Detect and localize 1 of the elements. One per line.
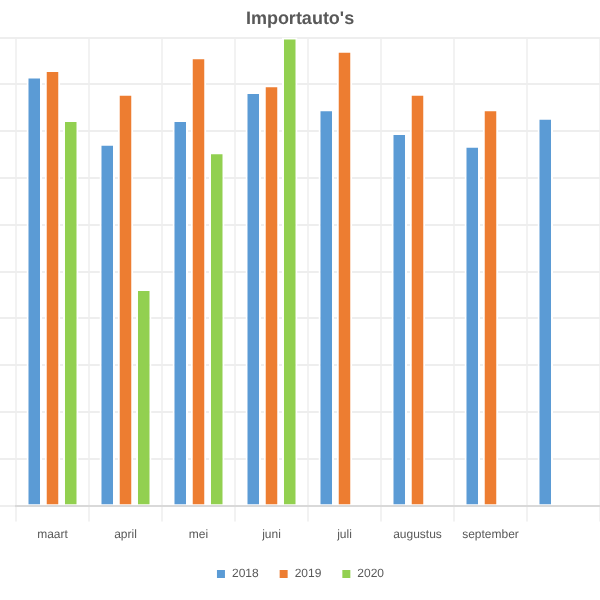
chart-title: Importauto's bbox=[245, 7, 355, 28]
